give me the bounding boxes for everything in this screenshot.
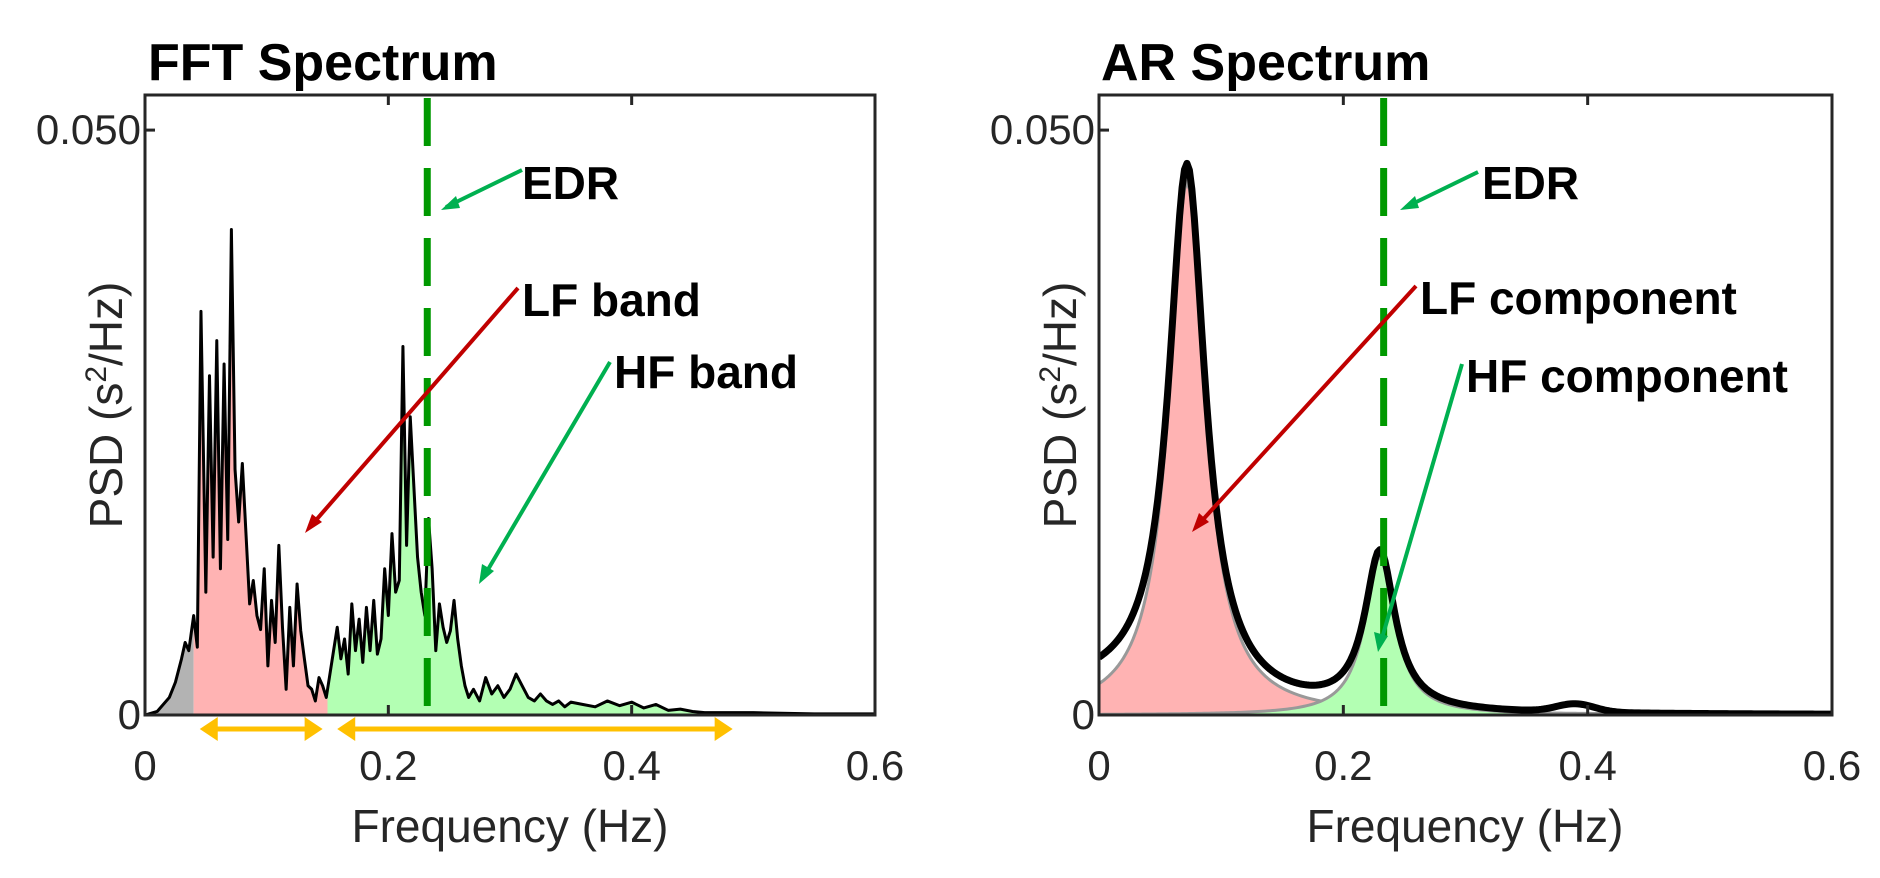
fft-y-axis-label: PSD (s2/Hz) xyxy=(80,282,133,529)
ar-panel: 0 0.2 0.4 0.6 0 0.050 AR Spectrum Frequency (… xyxy=(990,34,1861,852)
x-tick-label: 0.2 xyxy=(359,742,417,789)
band-arrowhead-left xyxy=(337,717,356,741)
fft-band-fill-0 xyxy=(145,615,194,715)
fft-spectrum-line xyxy=(145,228,875,715)
y-tick-label: 0.050 xyxy=(990,106,1095,153)
fft-hf-arrowhead xyxy=(479,564,494,584)
ar-hf-arrow xyxy=(1378,363,1464,646)
fft-panel: 0 0.2 0.4 0.6 0 0.050 FFT Spectrum Frequency … xyxy=(36,34,904,852)
ar-edr-arrowhead xyxy=(1400,196,1419,210)
fft-title: FFT Spectrum xyxy=(148,34,498,92)
y-tick-label: 0.050 xyxy=(36,106,141,153)
x-tick-label: 0 xyxy=(1087,742,1110,789)
fft-tick-marks: 0 0.2 0.4 0.6 0 0.050 xyxy=(36,95,904,789)
x-tick-label: 0.6 xyxy=(846,742,904,789)
fft-band-fill-2 xyxy=(327,346,875,715)
band-arrowhead-left xyxy=(199,717,218,741)
ar-hf-annotation: HF component xyxy=(1466,350,1788,402)
fft-hf-arrow xyxy=(481,360,612,580)
fft-lf-arrowhead xyxy=(305,514,322,533)
ar-edr-arrow xyxy=(1405,170,1479,209)
y-tick-label: 0 xyxy=(118,691,141,738)
fft-x-axis-label: Frequency (Hz) xyxy=(352,800,669,852)
ar-tick-marks: 0 0.2 0.4 0.6 0 0.050 xyxy=(990,95,1861,789)
x-tick-label: 0 xyxy=(133,742,156,789)
x-tick-label: 0.4 xyxy=(602,742,660,789)
ar-axes-box xyxy=(1097,93,1834,717)
ar-edr-annotation: EDR xyxy=(1482,157,1579,209)
fft-axes-box xyxy=(143,93,877,717)
x-tick-label: 0.6 xyxy=(1803,742,1861,789)
ar-component-fill-0 xyxy=(1099,182,1832,715)
fft-edr-arrow xyxy=(445,168,523,209)
band-arrowhead-right xyxy=(714,717,733,741)
y-tick-label: 0 xyxy=(1072,691,1095,738)
fft-band-fills xyxy=(145,229,875,715)
ar-lf-arrow xyxy=(1196,284,1418,527)
x-tick-label: 0.2 xyxy=(1314,742,1372,789)
fft-lf-annotation: LF band xyxy=(522,274,701,326)
fft-lf-arrow xyxy=(308,286,520,529)
fft-edr-annotation: EDR xyxy=(522,157,619,209)
fft-hf-annotation: HF band xyxy=(614,346,798,398)
ar-y-axis-label: PSD (s2/Hz) xyxy=(1034,282,1087,529)
ar-lf-arrowhead xyxy=(1192,513,1209,532)
fft-band-arrows xyxy=(199,717,733,741)
ar-x-axis-label: Frequency (Hz) xyxy=(1307,800,1624,852)
band-arrowhead-right xyxy=(304,717,323,741)
ar-hf-arrowhead xyxy=(1374,632,1388,652)
ar-title: AR Spectrum xyxy=(1101,34,1430,92)
fft-edr-arrowhead xyxy=(441,196,460,210)
ar-lf-annotation: LF component xyxy=(1420,272,1737,324)
x-tick-label: 0.4 xyxy=(1558,742,1616,789)
fft-band-fill-1 xyxy=(193,229,328,715)
